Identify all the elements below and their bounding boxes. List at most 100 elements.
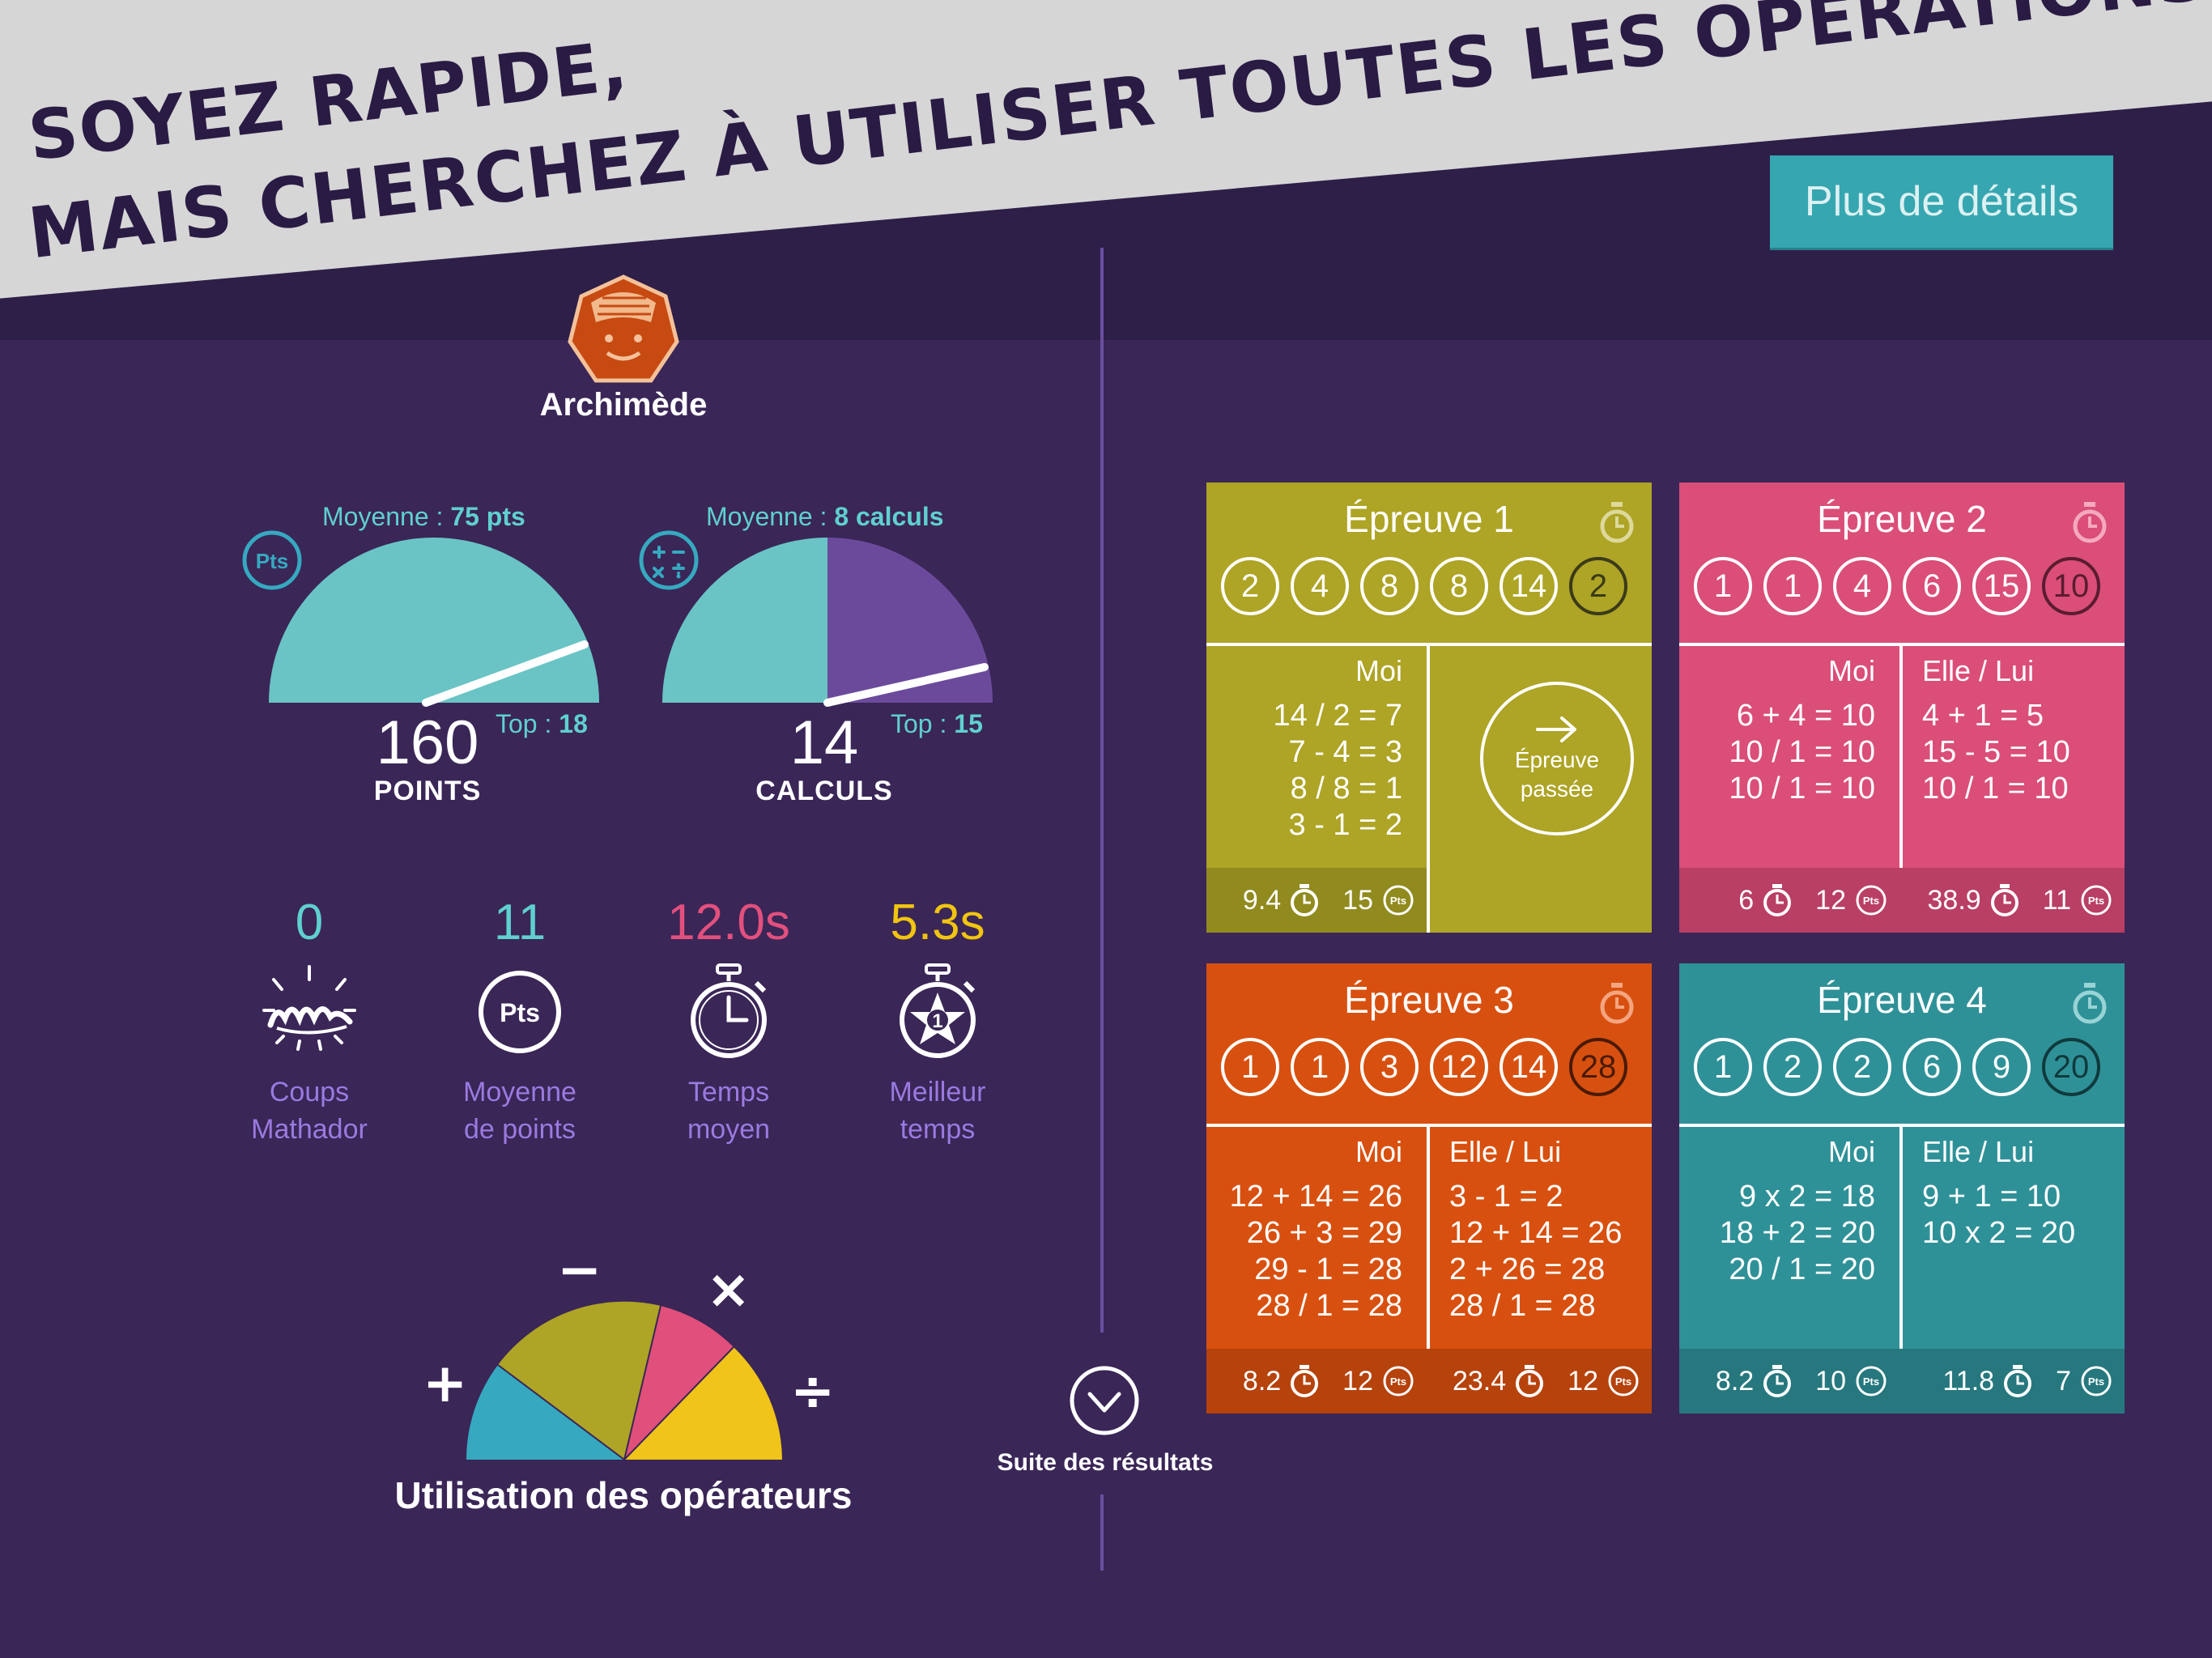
- calculs-gauge: [662, 538, 993, 707]
- time-value: 8.2: [1715, 1365, 1755, 1397]
- card-footer: 6 12 Pts 38.9 11 Pts: [1679, 868, 2125, 933]
- svg-text:Pts: Pts: [1863, 895, 1879, 907]
- column-header: Moi: [1355, 654, 1402, 687]
- player-name: Archimède: [539, 387, 708, 423]
- card-title: Épreuve 2: [1817, 498, 1987, 540]
- pts-circle-icon: Pts: [479, 971, 561, 1053]
- my-solution: Moi 14 / 2 = 7 7 - 4 = 3 8 / 8 = 1 3 - 1…: [1206, 654, 1423, 844]
- my-result: 6 12 Pts: [1679, 868, 1899, 933]
- solution-line: 10 / 1 = 10: [1729, 772, 1875, 806]
- solution-line: 4 + 1 = 5: [1922, 699, 2044, 733]
- stat-label: Temps moyen: [687, 1077, 771, 1145]
- number-chip: 14: [1499, 1038, 1558, 1096]
- column-header: Elle / Lui: [1449, 1135, 1562, 1168]
- points-unit: POINTS: [373, 776, 482, 806]
- card-footer: 8.2 12 Pts 23.4 12 Pts: [1206, 1349, 1652, 1414]
- pts-badge-icon: Pts: [242, 530, 302, 590]
- opponent-solution: Elle / Lui 4 + 1 = 5 15 - 5 = 10 10 / 1 …: [1906, 654, 2123, 807]
- divider-bottom: [1100, 1494, 1104, 1571]
- solution-line: 14 / 2 = 7: [1273, 699, 1402, 733]
- minus-operator: −: [557, 1239, 602, 1301]
- points-gauge: [269, 538, 599, 707]
- card-footer: 8.2 10 Pts 11.8 7 Pts: [1679, 1349, 2125, 1414]
- arrow-right-icon: [1536, 716, 1576, 742]
- stat-label: Moyenne de points: [463, 1077, 576, 1145]
- pts-icon: Pts: [2081, 1366, 2112, 1397]
- card-numbers: 1 1 4 6 15 10: [1694, 557, 2100, 615]
- card-footer: 9.4 15 Pts: [1206, 868, 1427, 933]
- number-chip: 9: [1972, 1038, 2031, 1096]
- card-title: Épreuve 3: [1344, 979, 1514, 1021]
- opponent-result: 23.4 12 Pts: [1431, 1349, 1652, 1414]
- epreuve-card-1[interactable]: Épreuve 1 2 4 8 8 14 2 Moi 14 / 2 = 7 7 …: [1206, 483, 1652, 933]
- solution-line: 9 x 2 = 18: [1739, 1180, 1875, 1214]
- calculs-average: Moyenne : 8 calculs: [706, 502, 944, 531]
- number-chip: 3: [1360, 1038, 1419, 1096]
- stopwatch-icon: [1291, 1365, 1319, 1397]
- opponent-result: 11.8 7 Pts: [1904, 1349, 2125, 1414]
- pts-icon: Pts: [2081, 885, 2112, 916]
- number-chip: 2: [1833, 1038, 1891, 1096]
- number-chip: 1: [1763, 557, 1822, 615]
- my-solution: Moi 12 + 14 = 26 26 + 3 = 29 29 - 1 = 28…: [1206, 1135, 1423, 1324]
- times-operator: ×: [706, 1258, 751, 1320]
- stopwatch-icon: [1763, 884, 1792, 916]
- details-button[interactable]: Plus de détails: [1770, 155, 2113, 248]
- solution-line: 7 - 4 = 3: [1288, 735, 1402, 769]
- solution-line: 3 - 1 = 2: [1449, 1180, 1563, 1214]
- stopwatch-icon: [2004, 1365, 2032, 1397]
- solution-line: 28 / 1 = 28: [1449, 1289, 1596, 1323]
- my-result: 8.2 10 Pts: [1679, 1349, 1899, 1414]
- points-value: 160: [376, 708, 479, 777]
- solution-line: 12 + 14 = 26: [1449, 1216, 1623, 1250]
- suite-results-link[interactable]: Suite des résultats: [997, 1449, 1214, 1476]
- solution-line: 20 / 1 = 20: [1729, 1252, 1875, 1286]
- target-chip: 10: [2042, 557, 2100, 615]
- column-header: Moi: [1355, 1135, 1402, 1168]
- svg-text:Pts: Pts: [1390, 895, 1406, 907]
- svg-text:Pts: Pts: [256, 549, 288, 573]
- my-result: 9.4 15 Pts: [1206, 868, 1427, 933]
- my-result: 8.2 12 Pts: [1206, 1349, 1427, 1414]
- time-value: 9.4: [1242, 884, 1282, 916]
- time-value: 38.9: [1927, 884, 1981, 916]
- calculs-value: 14: [789, 708, 859, 777]
- svg-text:Pts: Pts: [1615, 1375, 1631, 1388]
- points-top: Top : 18: [496, 709, 588, 738]
- solution-line: 18 + 2 = 20: [1719, 1216, 1875, 1250]
- stat-value: 0: [295, 895, 324, 950]
- stopwatch-icon: [1516, 1365, 1544, 1397]
- number-chip: 4: [1291, 557, 1349, 615]
- points-value: 12: [1815, 884, 1846, 916]
- epreuve-card-3[interactable]: Épreuve 3 1 1 3 12 14 28 Moi 12 + 14 = 2…: [1206, 963, 1652, 1414]
- timer-icon: [1600, 983, 1634, 1024]
- points-value: 10: [1815, 1365, 1846, 1397]
- time-value: 8.2: [1242, 1365, 1282, 1397]
- chevron-down-circle-icon[interactable]: [1069, 1365, 1140, 1436]
- stat-moyenne-points: 11 Pts Moyenne de points: [423, 894, 617, 1148]
- time-value: 11.8: [1942, 1365, 1995, 1397]
- operators-title: Utilisation des opérateurs: [394, 1474, 853, 1516]
- stopwatch-icon: [1763, 1365, 1792, 1397]
- epreuve-card-2[interactable]: Épreuve 2 1 1 4 6 15 10 Moi 6 + 4 = 10 1…: [1679, 483, 2125, 933]
- card-column-divider: [1899, 1125, 1903, 1414]
- number-chip: 2: [1763, 1038, 1822, 1096]
- stat-label: Coups Mathador: [251, 1077, 368, 1145]
- solution-line: 3 - 1 = 2: [1288, 808, 1402, 842]
- time-value: 23.4: [1452, 1365, 1507, 1397]
- stat-coups-mathador: 0 Coups Mathador: [212, 894, 406, 1148]
- epreuve-passee-button[interactable]: Épreuve passée: [1480, 682, 1634, 835]
- points-average: Moyenne : 75 pts: [322, 502, 525, 531]
- svg-text:Pts: Pts: [500, 998, 540, 1027]
- calculs-unit: CALCULS: [755, 776, 893, 806]
- target-chip: 2: [1569, 557, 1627, 615]
- solution-line: 6 + 4 = 10: [1736, 699, 1875, 733]
- card-column-divider: [1899, 644, 1903, 933]
- epreuve-card-4[interactable]: Épreuve 4 1 2 2 6 9 20 Moi 9 x 2 = 18 18…: [1679, 963, 2125, 1414]
- stopwatch-icon: [1990, 884, 2018, 916]
- stopwatch-icon: [691, 963, 767, 1058]
- solution-line: 26 + 3 = 29: [1246, 1216, 1402, 1250]
- mathador-logo-icon: [262, 965, 356, 1051]
- number-chip: 1: [1694, 1038, 1752, 1096]
- number-chip: 8: [1360, 557, 1419, 615]
